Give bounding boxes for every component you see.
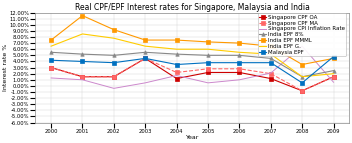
India EPF 8% (206, 54, 210, 56)
India EPF MMML (206, 41, 210, 43)
India EPF 8% (237, 54, 241, 56)
Singapore CPF MA (49, 67, 53, 68)
India EPF 8% (269, 57, 273, 59)
India EPF MMML (237, 42, 241, 44)
Singapore CPI Inflation Rate (332, 81, 336, 83)
Malaysia EPF (175, 64, 179, 65)
Singapore CPI Inflation Rate (143, 82, 147, 84)
India EPF MMML (143, 39, 147, 41)
India EPF MMML (300, 64, 304, 65)
India EPF G. (206, 48, 210, 50)
Malaysia EPF (332, 56, 336, 57)
Line: Malaysia EPF: Malaysia EPF (49, 55, 335, 85)
Singapore CPF OA (300, 90, 304, 92)
India EPF G. (332, 73, 336, 75)
India EPF MMML (332, 57, 336, 59)
Line: Singapore CPF OA: Singapore CPF OA (49, 57, 335, 93)
Malaysia EPF (80, 61, 84, 62)
Singapore CPI Inflation Rate (80, 79, 84, 81)
X-axis label: Year: Year (186, 135, 199, 140)
India EPF MMML (112, 29, 116, 30)
Malaysia EPF (269, 62, 273, 63)
India EPF MMML (49, 39, 53, 41)
Singapore CPF OA (332, 76, 336, 78)
Singapore CPI Inflation Rate (300, 45, 304, 47)
Singapore CPF MA (175, 72, 179, 73)
Singapore CPF OA (80, 76, 84, 78)
Title: Real CPF/EPF Interest rates for Singapore, Malaysia and India: Real CPF/EPF Interest rates for Singapor… (75, 3, 310, 12)
Singapore CPF OA (206, 72, 210, 73)
Singapore CPF MA (269, 73, 273, 75)
India EPF MMML (175, 39, 179, 41)
India EPF MMML (269, 45, 273, 47)
Singapore CPF MA (332, 76, 336, 78)
Malaysia EPF (49, 59, 53, 61)
Line: Singapore CPF MA: Singapore CPF MA (49, 57, 335, 93)
Singapore CPI Inflation Rate (269, 72, 273, 74)
Malaysia EPF (112, 62, 116, 63)
Malaysia EPF (206, 62, 210, 63)
India EPF MMML (80, 15, 84, 16)
India EPF 8% (332, 70, 336, 72)
India EPF G. (175, 48, 179, 50)
India EPF G. (112, 37, 116, 39)
Singapore CPF MA (143, 57, 147, 59)
Singapore CPF OA (112, 76, 116, 78)
Singapore CPF OA (143, 57, 147, 59)
Singapore CPI Inflation Rate (175, 75, 179, 76)
Malaysia EPF (237, 62, 241, 63)
Singapore CPF MA (112, 76, 116, 78)
India EPF G. (80, 33, 84, 35)
India EPF 8% (143, 51, 147, 53)
Singapore CPI Inflation Rate (206, 82, 210, 84)
India EPF G. (269, 53, 273, 55)
India EPF G. (143, 45, 147, 47)
Singapore CPF OA (237, 72, 241, 73)
India EPF G. (237, 51, 241, 53)
Legend: Singapore CPF OA, Singapore CPF MA, Singapore CPI Inflation Rate, India EPF 8%, : Singapore CPF OA, Singapore CPF MA, Sing… (258, 13, 346, 56)
Singapore CPF OA (175, 78, 179, 79)
Singapore CPF MA (300, 90, 304, 92)
India EPF G. (49, 45, 53, 47)
Singapore CPI Inflation Rate (237, 79, 241, 81)
Singapore CPF OA (269, 78, 273, 79)
Line: India EPF G.: India EPF G. (51, 34, 334, 77)
Malaysia EPF (143, 57, 147, 59)
Singapore CPF MA (237, 68, 241, 70)
India EPF G. (300, 76, 304, 78)
Singapore CPI Inflation Rate (112, 88, 116, 89)
India EPF 8% (80, 53, 84, 55)
India EPF 8% (175, 53, 179, 55)
Line: Singapore CPI Inflation Rate: Singapore CPI Inflation Rate (51, 46, 334, 88)
Line: India EPF MMML: India EPF MMML (49, 14, 335, 66)
Line: India EPF 8%: India EPF 8% (49, 51, 335, 79)
Singapore CPF OA (49, 67, 53, 68)
Singapore CPF MA (80, 76, 84, 78)
Y-axis label: Interest rate %: Interest rate % (3, 44, 8, 91)
India EPF 8% (49, 51, 53, 53)
India EPF 8% (300, 76, 304, 78)
Singapore CPF MA (206, 68, 210, 70)
India EPF 8% (112, 54, 116, 56)
Singapore CPI Inflation Rate (49, 77, 53, 79)
Malaysia EPF (300, 82, 304, 84)
